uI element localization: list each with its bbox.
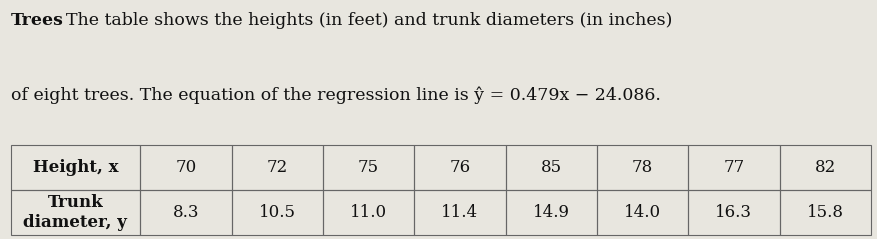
Bar — [688, 145, 780, 190]
Text: 11.0: 11.0 — [350, 204, 387, 221]
Bar — [780, 145, 871, 190]
Text: Trees: Trees — [11, 12, 63, 29]
Bar — [780, 190, 871, 235]
Bar — [505, 145, 597, 190]
Text: 70: 70 — [175, 159, 196, 176]
Text: 16.3: 16.3 — [716, 204, 752, 221]
Text: 85: 85 — [541, 159, 562, 176]
Text: The table shows the heights (in feet) and trunk diameters (in inches): The table shows the heights (in feet) an… — [66, 12, 672, 29]
Text: Trunk
diameter, y: Trunk diameter, y — [24, 194, 127, 231]
Text: 75: 75 — [358, 159, 379, 176]
Bar — [688, 190, 780, 235]
Bar — [323, 145, 414, 190]
Bar — [597, 145, 688, 190]
Text: of eight trees. The equation of the regression line is ŷ = 0.479x − 24.086.: of eight trees. The equation of the regr… — [11, 86, 660, 103]
Text: 78: 78 — [632, 159, 653, 176]
Text: 10.5: 10.5 — [259, 204, 296, 221]
Bar — [232, 145, 323, 190]
Text: 14.0: 14.0 — [624, 204, 661, 221]
Text: 77: 77 — [724, 159, 745, 176]
Text: Height, x: Height, x — [32, 159, 118, 176]
Bar — [140, 145, 232, 190]
Text: 76: 76 — [449, 159, 470, 176]
Bar — [597, 190, 688, 235]
Bar — [232, 190, 323, 235]
Bar — [11, 145, 140, 190]
Bar — [11, 190, 140, 235]
Text: 11.4: 11.4 — [441, 204, 479, 221]
Text: 14.9: 14.9 — [532, 204, 570, 221]
Bar — [140, 190, 232, 235]
Bar — [323, 190, 414, 235]
Bar — [414, 190, 505, 235]
Text: 15.8: 15.8 — [807, 204, 844, 221]
Bar — [414, 145, 505, 190]
Bar — [505, 190, 597, 235]
Text: 72: 72 — [267, 159, 288, 176]
Text: 82: 82 — [815, 159, 836, 176]
Text: 8.3: 8.3 — [173, 204, 199, 221]
